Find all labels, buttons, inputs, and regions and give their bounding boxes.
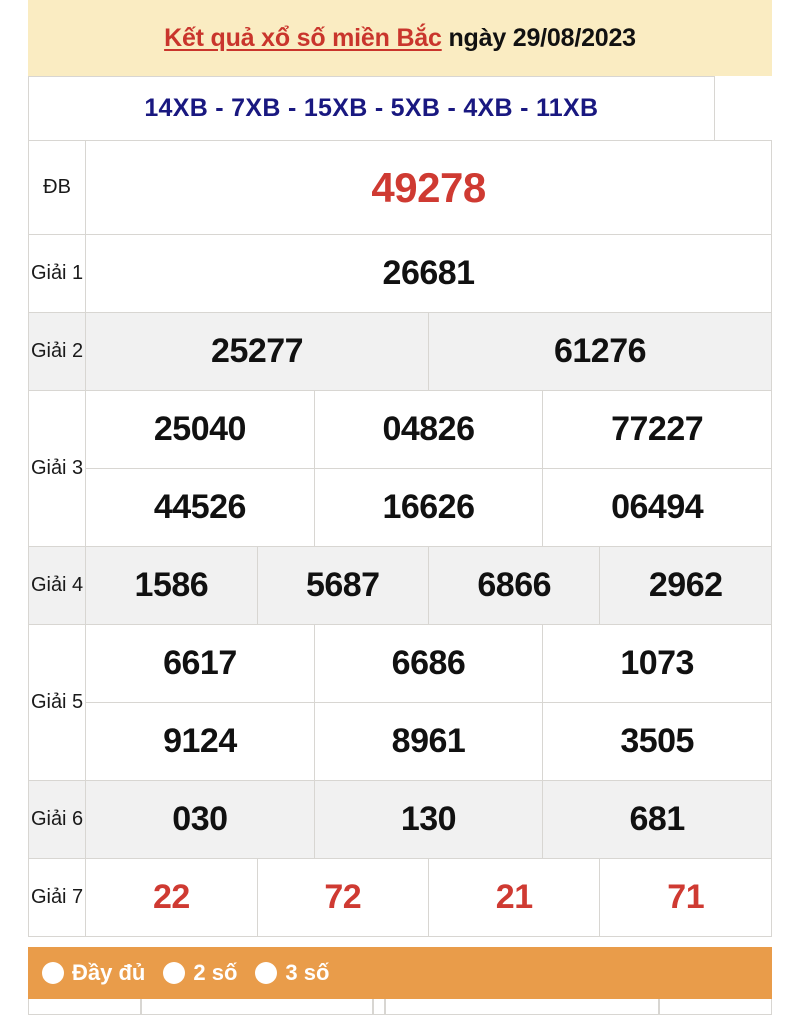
clipped-cell xyxy=(28,999,141,1015)
prize-number[interactable]: 1073 xyxy=(542,624,772,703)
province-codes-cell: 14XB - 7XB - 15XB - 5XB - 4XB - 11XB xyxy=(28,76,715,141)
prize-row-g2: Giải 2 25277 61276 xyxy=(27,312,773,391)
prize-number[interactable]: 030 xyxy=(85,780,315,859)
prize-number[interactable]: 49278 xyxy=(85,140,772,235)
prize-number[interactable]: 3505 xyxy=(542,702,772,781)
prize-number[interactable]: 16626 xyxy=(313,468,544,547)
prize-row-g4: Giải 4 1586 5687 6866 2962 xyxy=(27,546,772,625)
prize-number[interactable]: 26681 xyxy=(85,234,772,313)
page-title: Kết quả xổ số miền Bắc ngày 29/08/2023 xyxy=(164,24,636,53)
next-table-clipped-strip xyxy=(28,999,772,1015)
clipped-cell xyxy=(141,999,373,1015)
prize-row-g5-b: 9124 8961 3505 xyxy=(29,702,772,781)
prize-number[interactable]: 1586 xyxy=(85,546,258,625)
prize-row-g3-b: 44526 16626 06494 xyxy=(29,468,772,547)
radio-icon[interactable] xyxy=(163,962,186,984)
prize-label-db: ĐB xyxy=(27,140,87,235)
prize-label-g2: Giải 2 xyxy=(27,312,87,391)
clipped-cell xyxy=(659,999,772,1015)
prize-number[interactable]: 681 xyxy=(542,780,772,859)
prize-number[interactable]: 44526 xyxy=(85,468,315,547)
prize-number[interactable]: 22 xyxy=(85,858,258,937)
prize-number[interactable]: 72 xyxy=(256,858,429,937)
prize-number[interactable]: 2962 xyxy=(599,546,772,625)
prize-label-g1: Giải 1 xyxy=(27,234,87,313)
prize-number[interactable]: 6686 xyxy=(313,624,544,703)
prize-row-g7: Giải 7 22 72 21 71 xyxy=(27,858,772,937)
province-codes-row: 14XB - 7XB - 15XB - 5XB - 4XB - 11XB xyxy=(28,76,772,141)
radio-icon[interactable] xyxy=(255,962,278,984)
clipped-cell xyxy=(385,999,659,1015)
prize-number[interactable]: 21 xyxy=(427,858,601,937)
radio-icon[interactable] xyxy=(42,962,64,984)
prize-label-g3: Giải 3 xyxy=(27,390,87,547)
lottery-results-table: 14XB - 7XB - 15XB - 5XB - 4XB - 11XB ĐB … xyxy=(27,76,773,937)
filter-option-label: 2 số xyxy=(193,960,238,985)
filter-option-2-digits[interactable]: 2 số xyxy=(163,960,237,986)
prize-number[interactable]: 61276 xyxy=(427,312,773,391)
prize-label-g5: Giải 5 xyxy=(27,624,87,781)
prize-number[interactable]: 9124 xyxy=(85,702,315,781)
prize-label-g6: Giải 6 xyxy=(27,780,87,859)
page-title-main: Kết quả xổ số miền Bắc xyxy=(164,23,442,52)
prize-number[interactable]: 130 xyxy=(313,780,544,859)
prize-row-g1: Giải 1 26681 xyxy=(27,234,772,313)
prize-number[interactable]: 77227 xyxy=(542,390,772,469)
filter-option-3-digits[interactable]: 3 số xyxy=(255,960,329,986)
prize-number[interactable]: 25040 xyxy=(85,390,315,469)
page-header-banner: Kết quả xổ số miền Bắc ngày 29/08/2023 xyxy=(28,0,772,76)
prize-row-db: ĐB 49278 xyxy=(27,140,772,235)
prize-number[interactable]: 6866 xyxy=(427,546,601,625)
prize-number[interactable]: 04826 xyxy=(313,390,544,469)
prize-number[interactable]: 8961 xyxy=(313,702,544,781)
filter-option-label: Đầy đủ xyxy=(72,960,146,985)
prize-number[interactable]: 6617 xyxy=(85,624,315,703)
prize-number[interactable]: 71 xyxy=(599,858,772,937)
prize-label-g7: Giải 7 xyxy=(27,858,87,937)
prize-number[interactable]: 5687 xyxy=(256,546,429,625)
prize-label-g4: Giải 4 xyxy=(27,546,87,625)
prize-row-g3-a: Giải 3 25040 04826 77227 xyxy=(27,390,772,547)
display-mode-filter-bar: Đầy đủ 2 số 3 số xyxy=(28,947,772,999)
filter-option-label: 3 số xyxy=(285,960,330,985)
prize-row-g5-a: Giải 5 6617 6686 1073 xyxy=(27,624,772,781)
filter-option-full[interactable]: Đầy đủ xyxy=(42,960,145,986)
clipped-cell xyxy=(373,999,385,1015)
results-body: 14XB - 7XB - 15XB - 5XB - 4XB - 11XB ĐB … xyxy=(27,76,773,937)
page-title-date: ngày 29/08/2023 xyxy=(448,23,636,52)
prize-number[interactable]: 25277 xyxy=(85,312,429,391)
prize-number[interactable]: 06494 xyxy=(542,468,772,547)
prize-row-g6: Giải 6 030 130 681 xyxy=(27,780,772,859)
